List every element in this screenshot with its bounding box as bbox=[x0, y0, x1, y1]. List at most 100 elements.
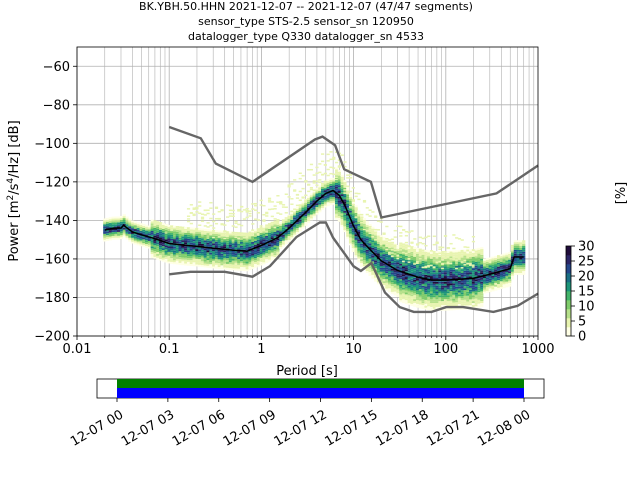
heatmap-cell bbox=[494, 279, 498, 281]
heatmap-cell bbox=[460, 265, 464, 268]
heatmap-cell bbox=[424, 263, 428, 266]
heatmap-cell bbox=[234, 245, 238, 248]
heatmap-cell bbox=[402, 243, 406, 246]
heatmap-cell bbox=[469, 264, 473, 266]
heatmap-cell bbox=[388, 239, 392, 241]
heatmap-cell bbox=[463, 294, 467, 296]
heatmap-cell bbox=[237, 261, 241, 263]
heatmap-cell bbox=[262, 258, 266, 261]
heatmap-cell bbox=[496, 282, 501, 284]
heatmap-cell bbox=[295, 216, 300, 219]
heatmap-cell bbox=[505, 256, 509, 259]
heatmap-cell bbox=[167, 230, 171, 233]
heatmap-cell bbox=[150, 234, 154, 237]
heatmap-cell bbox=[513, 261, 517, 264]
heatmap-cell bbox=[172, 237, 177, 240]
heatmap-cell bbox=[111, 228, 115, 231]
heatmap-cell bbox=[326, 183, 330, 185]
heatmap-cell bbox=[195, 251, 199, 253]
heatmap-cell bbox=[307, 196, 311, 199]
heatmap-cell bbox=[259, 232, 263, 235]
heatmap-cell bbox=[446, 272, 450, 274]
heatmap-cell bbox=[427, 275, 431, 278]
heatmap-cell bbox=[421, 297, 425, 300]
heatmap-cell bbox=[418, 258, 422, 260]
heatmap-cell bbox=[192, 264, 196, 267]
heatmap-cell bbox=[519, 249, 523, 252]
heatmap-cell bbox=[156, 221, 160, 224]
heatmap-cell bbox=[494, 286, 498, 289]
heatmap-cell bbox=[415, 300, 420, 302]
heatmap-cell bbox=[346, 223, 350, 226]
heatmap-cell bbox=[494, 288, 498, 291]
heatmap-cell bbox=[480, 299, 484, 302]
heatmap-cell bbox=[170, 236, 174, 239]
heatmap-cell bbox=[156, 232, 160, 235]
heatmap-cell bbox=[429, 262, 434, 265]
heatmap-cell bbox=[368, 260, 372, 263]
heatmap-cell bbox=[172, 248, 177, 251]
heatmap-cell bbox=[421, 255, 425, 257]
heatmap-cell bbox=[105, 233, 110, 236]
heatmap-cell bbox=[457, 284, 462, 287]
heatmap-cell bbox=[267, 255, 272, 258]
heatmap-cell bbox=[189, 239, 193, 241]
heatmap-cell bbox=[404, 292, 409, 295]
heatmap-cell bbox=[111, 232, 115, 234]
heatmap-cell bbox=[318, 181, 322, 184]
heatmap-cell bbox=[424, 292, 428, 295]
heatmap-cell bbox=[326, 184, 330, 187]
heatmap-cell bbox=[128, 239, 132, 242]
heatmap-cell bbox=[463, 297, 467, 300]
heatmap-cell bbox=[220, 253, 224, 256]
heatmap-cell bbox=[270, 229, 274, 232]
heatmap-cell bbox=[390, 264, 395, 267]
heatmap-cell bbox=[139, 234, 143, 237]
heatmap-cell bbox=[217, 257, 221, 260]
heatmap-cell bbox=[505, 254, 509, 257]
heatmap-cell bbox=[494, 275, 498, 278]
heatmap-cell bbox=[471, 291, 476, 294]
heatmap-cell bbox=[474, 306, 478, 309]
heatmap-cell bbox=[170, 248, 174, 251]
heatmap-cell bbox=[365, 228, 369, 231]
heatmap-cell bbox=[510, 269, 515, 272]
heatmap-cell bbox=[413, 283, 417, 286]
heatmap-cell bbox=[226, 262, 230, 264]
heatmap-cell bbox=[312, 213, 316, 216]
heatmap-cell bbox=[226, 256, 230, 259]
heatmap-cell bbox=[217, 251, 221, 254]
heatmap-cell bbox=[368, 223, 372, 226]
heatmap-cell bbox=[368, 254, 372, 257]
heatmap-cell bbox=[245, 238, 249, 241]
heatmap-cell bbox=[242, 269, 247, 272]
heatmap-cell bbox=[153, 224, 157, 226]
heatmap-cell bbox=[175, 247, 179, 250]
heatmap-cell bbox=[321, 160, 325, 163]
heatmap-cell bbox=[346, 207, 350, 210]
heatmap-cell bbox=[432, 266, 436, 268]
heatmap-cell bbox=[424, 255, 428, 258]
heatmap-cell bbox=[404, 277, 409, 279]
heatmap-cell bbox=[209, 254, 213, 257]
heatmap-cell bbox=[485, 260, 490, 262]
heatmap-cell bbox=[139, 240, 143, 243]
heatmap-cell bbox=[334, 184, 339, 187]
heatmap-cell bbox=[360, 213, 364, 216]
heatmap-cell bbox=[429, 306, 434, 309]
heatmap-cell bbox=[203, 261, 207, 264]
heatmap-cell bbox=[298, 172, 302, 175]
heatmap-cell bbox=[396, 291, 400, 294]
heatmap-cell bbox=[510, 250, 515, 253]
heatmap-cell bbox=[212, 254, 216, 257]
heatmap-cell bbox=[499, 262, 503, 264]
heatmap-cell bbox=[259, 252, 263, 254]
heatmap-cell bbox=[466, 289, 470, 292]
heatmap-cell bbox=[147, 225, 152, 228]
heatmap-cell bbox=[153, 247, 157, 250]
heatmap-cell bbox=[175, 262, 179, 265]
heatmap-cell bbox=[231, 233, 235, 236]
heatmap-cell bbox=[242, 255, 247, 258]
heatmap-cell bbox=[276, 253, 280, 256]
heatmap-cell bbox=[293, 215, 297, 218]
